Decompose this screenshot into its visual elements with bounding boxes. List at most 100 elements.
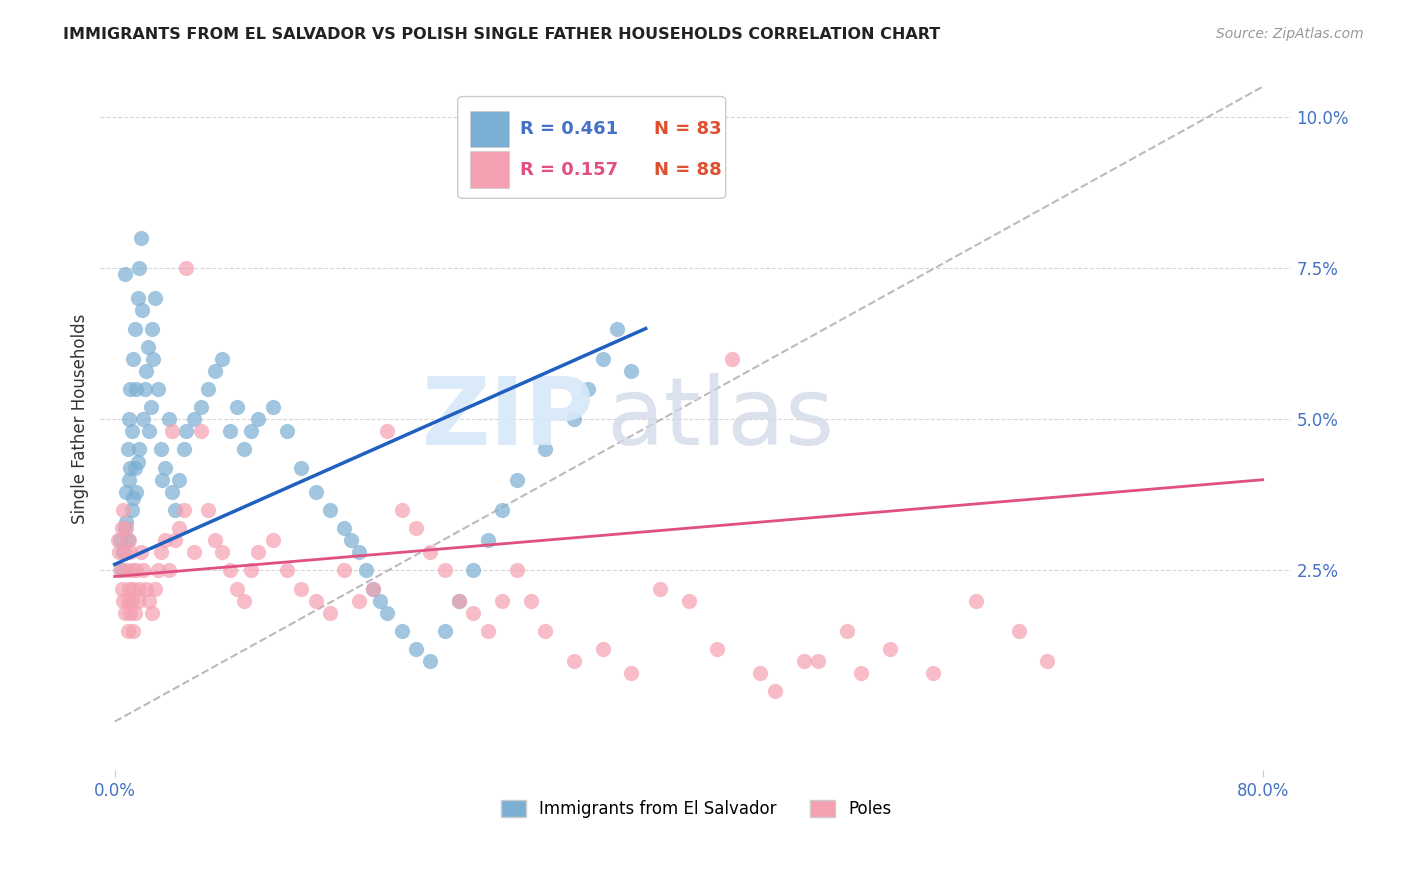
- Point: [520, 593, 543, 607]
- Point: [121, 593, 143, 607]
- Point: [124, 606, 146, 620]
- Y-axis label: Single Father Households: Single Father Households: [72, 314, 89, 524]
- Point: [118, 533, 141, 548]
- Point: [118, 412, 141, 426]
- Point: [377, 606, 399, 620]
- Point: [262, 533, 284, 548]
- Point: [111, 564, 134, 578]
- Point: [149, 545, 172, 559]
- Point: [678, 593, 700, 607]
- Point: [114, 606, 136, 620]
- Point: [793, 654, 815, 668]
- Point: [763, 684, 786, 698]
- Point: [879, 642, 901, 657]
- Point: [110, 564, 132, 578]
- Point: [143, 582, 166, 596]
- Point: [124, 460, 146, 475]
- Point: [562, 654, 585, 668]
- Point: [319, 606, 342, 620]
- Point: [124, 321, 146, 335]
- Point: [340, 533, 363, 548]
- Text: R = 0.461: R = 0.461: [520, 120, 617, 138]
- Point: [361, 582, 384, 596]
- Point: [111, 582, 134, 596]
- Point: [139, 400, 162, 414]
- Text: ZIP: ZIP: [422, 373, 595, 466]
- Point: [127, 454, 149, 468]
- Point: [120, 460, 142, 475]
- Point: [218, 425, 240, 439]
- Point: [125, 564, 148, 578]
- Text: N = 88: N = 88: [654, 161, 721, 178]
- Point: [118, 473, 141, 487]
- Point: [620, 666, 643, 681]
- Point: [117, 593, 139, 607]
- Point: [463, 606, 485, 620]
- Point: [114, 545, 136, 559]
- Point: [117, 624, 139, 638]
- Point: [347, 593, 370, 607]
- Point: [132, 564, 155, 578]
- Bar: [470, 111, 509, 147]
- Point: [333, 521, 356, 535]
- Text: R = 0.157: R = 0.157: [520, 161, 617, 178]
- Point: [290, 460, 312, 475]
- Point: [169, 521, 191, 535]
- Point: [197, 382, 219, 396]
- Point: [117, 533, 139, 548]
- Text: atlas: atlas: [606, 373, 835, 466]
- Point: [377, 425, 399, 439]
- Point: [138, 425, 160, 439]
- Point: [240, 564, 263, 578]
- Point: [419, 654, 441, 668]
- Point: [122, 624, 145, 638]
- Point: [232, 442, 254, 457]
- Point: [620, 364, 643, 378]
- Point: [135, 582, 157, 596]
- Point: [319, 503, 342, 517]
- Point: [368, 593, 391, 607]
- Point: [749, 666, 772, 681]
- Point: [835, 624, 858, 638]
- Point: [176, 261, 198, 276]
- Point: [491, 503, 513, 517]
- Point: [849, 666, 872, 681]
- Point: [121, 503, 143, 517]
- Point: [142, 351, 165, 366]
- Point: [129, 231, 152, 245]
- Point: [505, 564, 527, 578]
- Legend: Immigrants from El Salvador, Poles: Immigrants from El Salvador, Poles: [494, 793, 898, 825]
- Point: [176, 425, 198, 439]
- Point: [534, 624, 557, 638]
- Point: [240, 425, 263, 439]
- Point: [405, 642, 427, 657]
- Point: [183, 545, 205, 559]
- Point: [354, 564, 377, 578]
- Point: [491, 593, 513, 607]
- Point: [128, 582, 150, 596]
- Point: [449, 593, 471, 607]
- Point: [391, 503, 413, 517]
- Point: [247, 412, 270, 426]
- Point: [122, 582, 145, 596]
- Point: [125, 382, 148, 396]
- Point: [419, 545, 441, 559]
- Point: [304, 484, 326, 499]
- Point: [115, 515, 138, 529]
- Point: [218, 564, 240, 578]
- Point: [135, 364, 157, 378]
- Point: [706, 642, 728, 657]
- Point: [110, 533, 132, 548]
- Point: [131, 303, 153, 318]
- Point: [921, 666, 943, 681]
- Point: [463, 564, 485, 578]
- Point: [121, 425, 143, 439]
- Point: [211, 351, 233, 366]
- Point: [157, 412, 180, 426]
- Point: [141, 321, 163, 335]
- Point: [127, 593, 149, 607]
- Point: [136, 340, 159, 354]
- Point: [114, 521, 136, 535]
- Point: [120, 545, 142, 559]
- Point: [153, 460, 176, 475]
